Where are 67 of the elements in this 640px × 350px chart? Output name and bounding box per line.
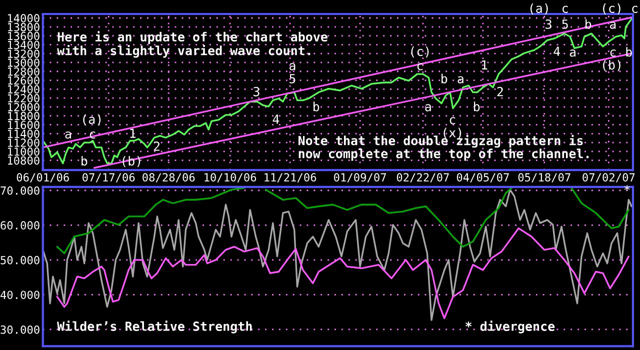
annotation: *	[624, 185, 630, 191]
y-tick-label: 12200	[8, 94, 40, 102]
annotation: a	[425, 104, 431, 112]
annotation: a	[458, 76, 464, 84]
annotation: c	[450, 117, 456, 124]
annotation: a	[610, 22, 616, 29]
annotation: b	[474, 102, 480, 112]
annotation: c	[610, 50, 616, 57]
y-tick-label: 11400	[8, 130, 40, 138]
annotation: b	[314, 102, 320, 112]
y-tick-label: 14000	[8, 14, 40, 22]
y-tick-label: 12400	[8, 85, 40, 94]
annotation: 3	[546, 19, 552, 29]
annotation: * divergence	[466, 320, 555, 334]
y-tick-label: 13600	[8, 32, 40, 40]
annotation: 4	[272, 114, 280, 124]
annotation: 5	[290, 74, 296, 84]
y-tick-label: 12800	[8, 67, 40, 76]
x-tick-label: 11/21/06	[264, 173, 316, 182]
y-tick-label: 50.000	[0, 256, 40, 264]
y-tick-label: 60.000	[0, 221, 40, 230]
annotation: 1	[130, 128, 136, 138]
annotation: a	[65, 131, 71, 139]
y-tick-label: 40.000	[0, 290, 40, 300]
annotation: a	[570, 50, 576, 57]
x-tick-label: 08/28/06	[142, 173, 195, 182]
x-tick-label: 07/02/07	[582, 173, 635, 182]
annotation: (a)	[530, 3, 548, 14]
x-tick-label: 01/09/07	[334, 173, 386, 182]
y-tick-label: 10800	[8, 156, 40, 165]
y-tick-label: 13200	[8, 50, 40, 58]
y-tick-label: 11200	[8, 138, 40, 147]
annotation: Wilder’s Relative Strength	[57, 320, 252, 334]
y-tick-label: 13400	[8, 40, 40, 50]
x-tick-label: 04/05/07	[456, 173, 509, 182]
annotation: Here is an update of the chart above with a slightly varied wave count.	[57, 31, 328, 58]
annotation: 2	[497, 86, 503, 96]
x-tick-label: 02/22/07	[396, 173, 449, 182]
y-tick-label: 12000	[8, 102, 40, 112]
y-tick-label: 11600	[8, 120, 40, 130]
annotation: a	[290, 63, 296, 70]
x-tick-label: 07/17/06	[82, 173, 135, 182]
x-tick-label: 10/10/06	[204, 173, 256, 182]
y-tick-label: 11000	[8, 147, 40, 156]
text: c	[562, 6, 568, 13]
y-tick-label: 70.000	[0, 186, 40, 195]
y-tick-label: 12600	[8, 76, 40, 85]
x-tick-label: 05/18/07	[518, 173, 570, 182]
annotation: 2	[154, 142, 160, 151]
annotation: 1	[482, 60, 488, 70]
y-tick-label: 30.000	[0, 325, 40, 334]
annotation: b	[442, 74, 448, 84]
annotation: c	[417, 63, 423, 70]
annotation: (a)	[83, 114, 101, 126]
annotation: 5	[562, 20, 568, 29]
annotation: 4	[554, 46, 560, 56]
line-series	[56, 227, 630, 320]
annotation: b	[82, 156, 88, 166]
annotation: 3	[254, 86, 260, 96]
annotation: (c)	[411, 46, 429, 58]
annotation: (b)	[603, 60, 620, 72]
y-tick-label: 13000	[8, 58, 40, 67]
y-tick-label: 11800	[8, 112, 40, 120]
text: c	[632, 6, 638, 13]
x-tick-label: 06/01/06	[16, 173, 69, 182]
annotation: (c)	[603, 3, 620, 14]
y-tick-label: 13800	[8, 22, 40, 32]
